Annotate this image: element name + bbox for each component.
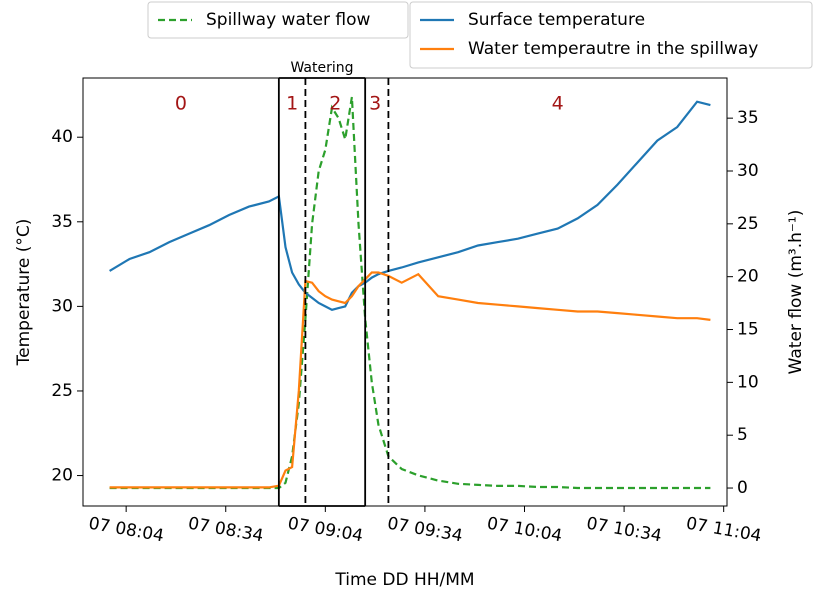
legend-label: Spillway water flow [206,10,370,30]
plot-frame [82,77,728,507]
phase-label: 1 [286,93,298,115]
y2-tick-label: 30 [737,161,759,181]
phase-label: 4 [552,93,564,115]
phase-label: 2 [329,93,341,115]
y-axis-label: Temperature (°C) [14,219,34,367]
phase-label: 0 [175,93,187,115]
x-tick-label: 07 08:34 [187,514,265,547]
watering-label: Watering [290,60,353,76]
legend-label: Surface temperature [468,10,645,30]
y2-tick-label: 25 [737,214,759,234]
legend-box [147,1,409,39]
x-tick-label: 07 08:04 [87,514,165,547]
series-line [109,96,711,490]
legend-box [409,1,813,69]
x-tick-label: 07 10:04 [485,514,563,547]
phase-label: 3 [369,93,381,115]
y-tick-label: 40 [51,127,73,147]
y2-tick-label: 20 [737,267,759,287]
y2-tick-label: 5 [737,425,748,445]
x-tick-label: 07 10:34 [585,514,663,547]
y2-axis-label: Water flow (m³.h⁻¹) [786,210,806,375]
legend-label: Water temperautre in the spillway [468,39,758,59]
x-tick-label: 07 11:04 [685,514,763,547]
y2-tick-label: 10 [737,372,759,392]
y-tick-label: 35 [51,212,73,232]
y-tick-label: 20 [51,466,73,486]
y2-tick-label: 15 [737,320,759,340]
series-line [109,271,711,489]
x-axis-label: Time DD HH/MM [334,570,474,590]
y2-tick-label: 35 [737,108,759,128]
x-tick-label: 07 09:04 [286,514,364,547]
y-tick-label: 30 [51,296,73,316]
y-tick-label: 25 [51,381,73,401]
y2-tick-label: 0 [737,478,748,498]
x-tick-label: 07 09:34 [386,514,464,547]
